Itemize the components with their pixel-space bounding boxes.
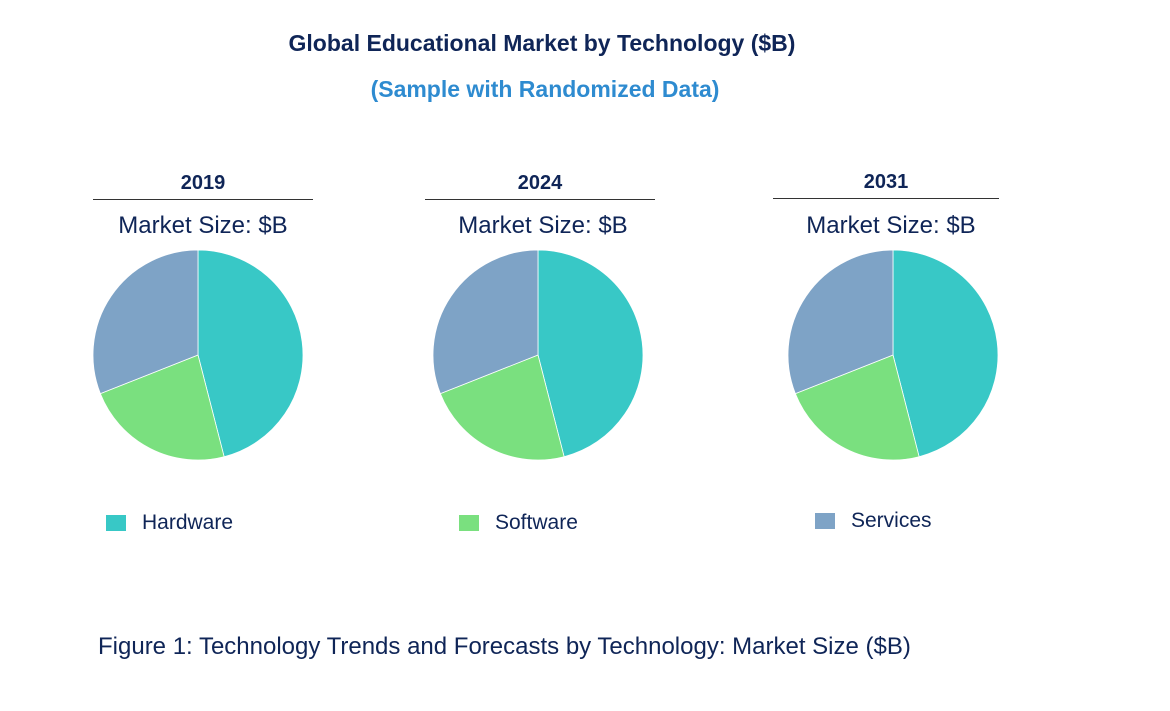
market-size-label-2031: Market Size: $B — [806, 212, 976, 239]
legend-label-hardware: Hardware — [142, 511, 234, 534]
legend-item-services: Services — [815, 509, 932, 533]
pie-slice-2024-software — [439, 354, 565, 461]
market-size-label-2019: Market Size: $B — [118, 212, 288, 239]
year-label-2031: 2031 — [773, 171, 999, 199]
figure-caption: Figure 1: Technology Trends and Forecast… — [98, 633, 911, 660]
pie-slice-2024-services — [432, 249, 539, 395]
year-label-2019: 2019 — [93, 172, 313, 200]
pie-slice-2019-services — [92, 249, 199, 395]
legend-label-services: Services — [851, 509, 932, 532]
pie-slice-2031-software — [794, 354, 920, 461]
pie-slice-2031-services — [787, 249, 894, 395]
year-label-2024: 2024 — [425, 172, 655, 200]
pie-slice-2024-hardware — [537, 249, 644, 458]
market-size-label-2024: Market Size: $B — [458, 212, 628, 239]
pie-slice-2019-hardware — [197, 249, 304, 458]
pie-slice-2019-software — [99, 354, 225, 461]
legend-swatch-hardware — [106, 515, 126, 531]
legend-swatch-software — [459, 515, 479, 531]
legend-item-software: Software — [459, 511, 578, 535]
chart-subtitle: (Sample with Randomized Data) — [370, 76, 720, 102]
legend-label-software: Software — [495, 511, 578, 534]
chart-title: Global Educational Market by Technology … — [288, 30, 796, 56]
legend-swatch-services — [815, 513, 835, 529]
legend-item-hardware: Hardware — [106, 511, 233, 535]
pie-slice-2031-hardware — [892, 249, 999, 458]
